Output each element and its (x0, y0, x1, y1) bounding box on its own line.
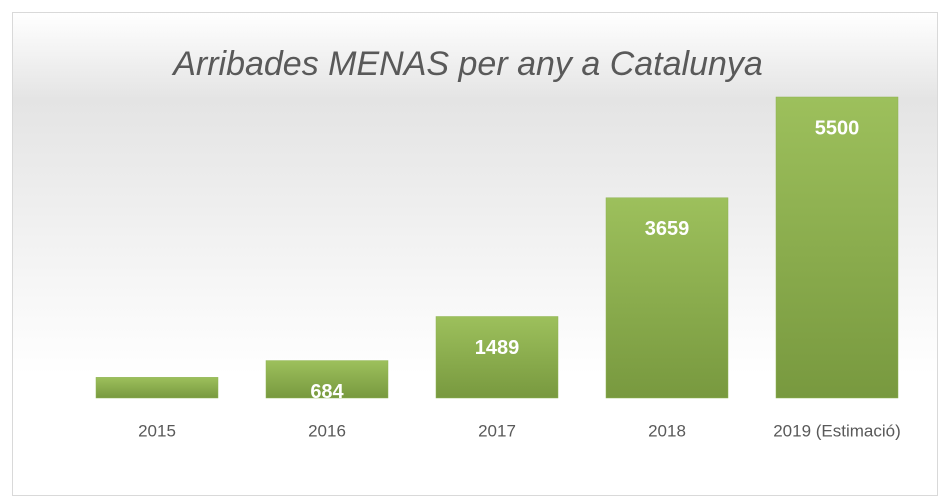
bar (95, 377, 219, 399)
x-tick-label: 2018 (648, 421, 686, 440)
x-tick-label: 2017 (478, 421, 516, 440)
x-tick-label: 2019 (Estimació) (773, 421, 901, 440)
data-label: 684 (310, 381, 344, 403)
bar (605, 197, 729, 399)
bar (265, 360, 389, 399)
data-label: 3659 (645, 218, 690, 240)
data-label: 5500 (815, 117, 860, 139)
x-tick-label: 2016 (308, 421, 346, 440)
bar (435, 316, 559, 399)
bar (775, 96, 899, 399)
x-tick-label: 2015 (138, 421, 176, 440)
data-label: 377 (140, 398, 173, 420)
data-label: 1489 (475, 337, 520, 359)
chart-title: Arribades MENAS per any a Catalunya (171, 45, 763, 83)
